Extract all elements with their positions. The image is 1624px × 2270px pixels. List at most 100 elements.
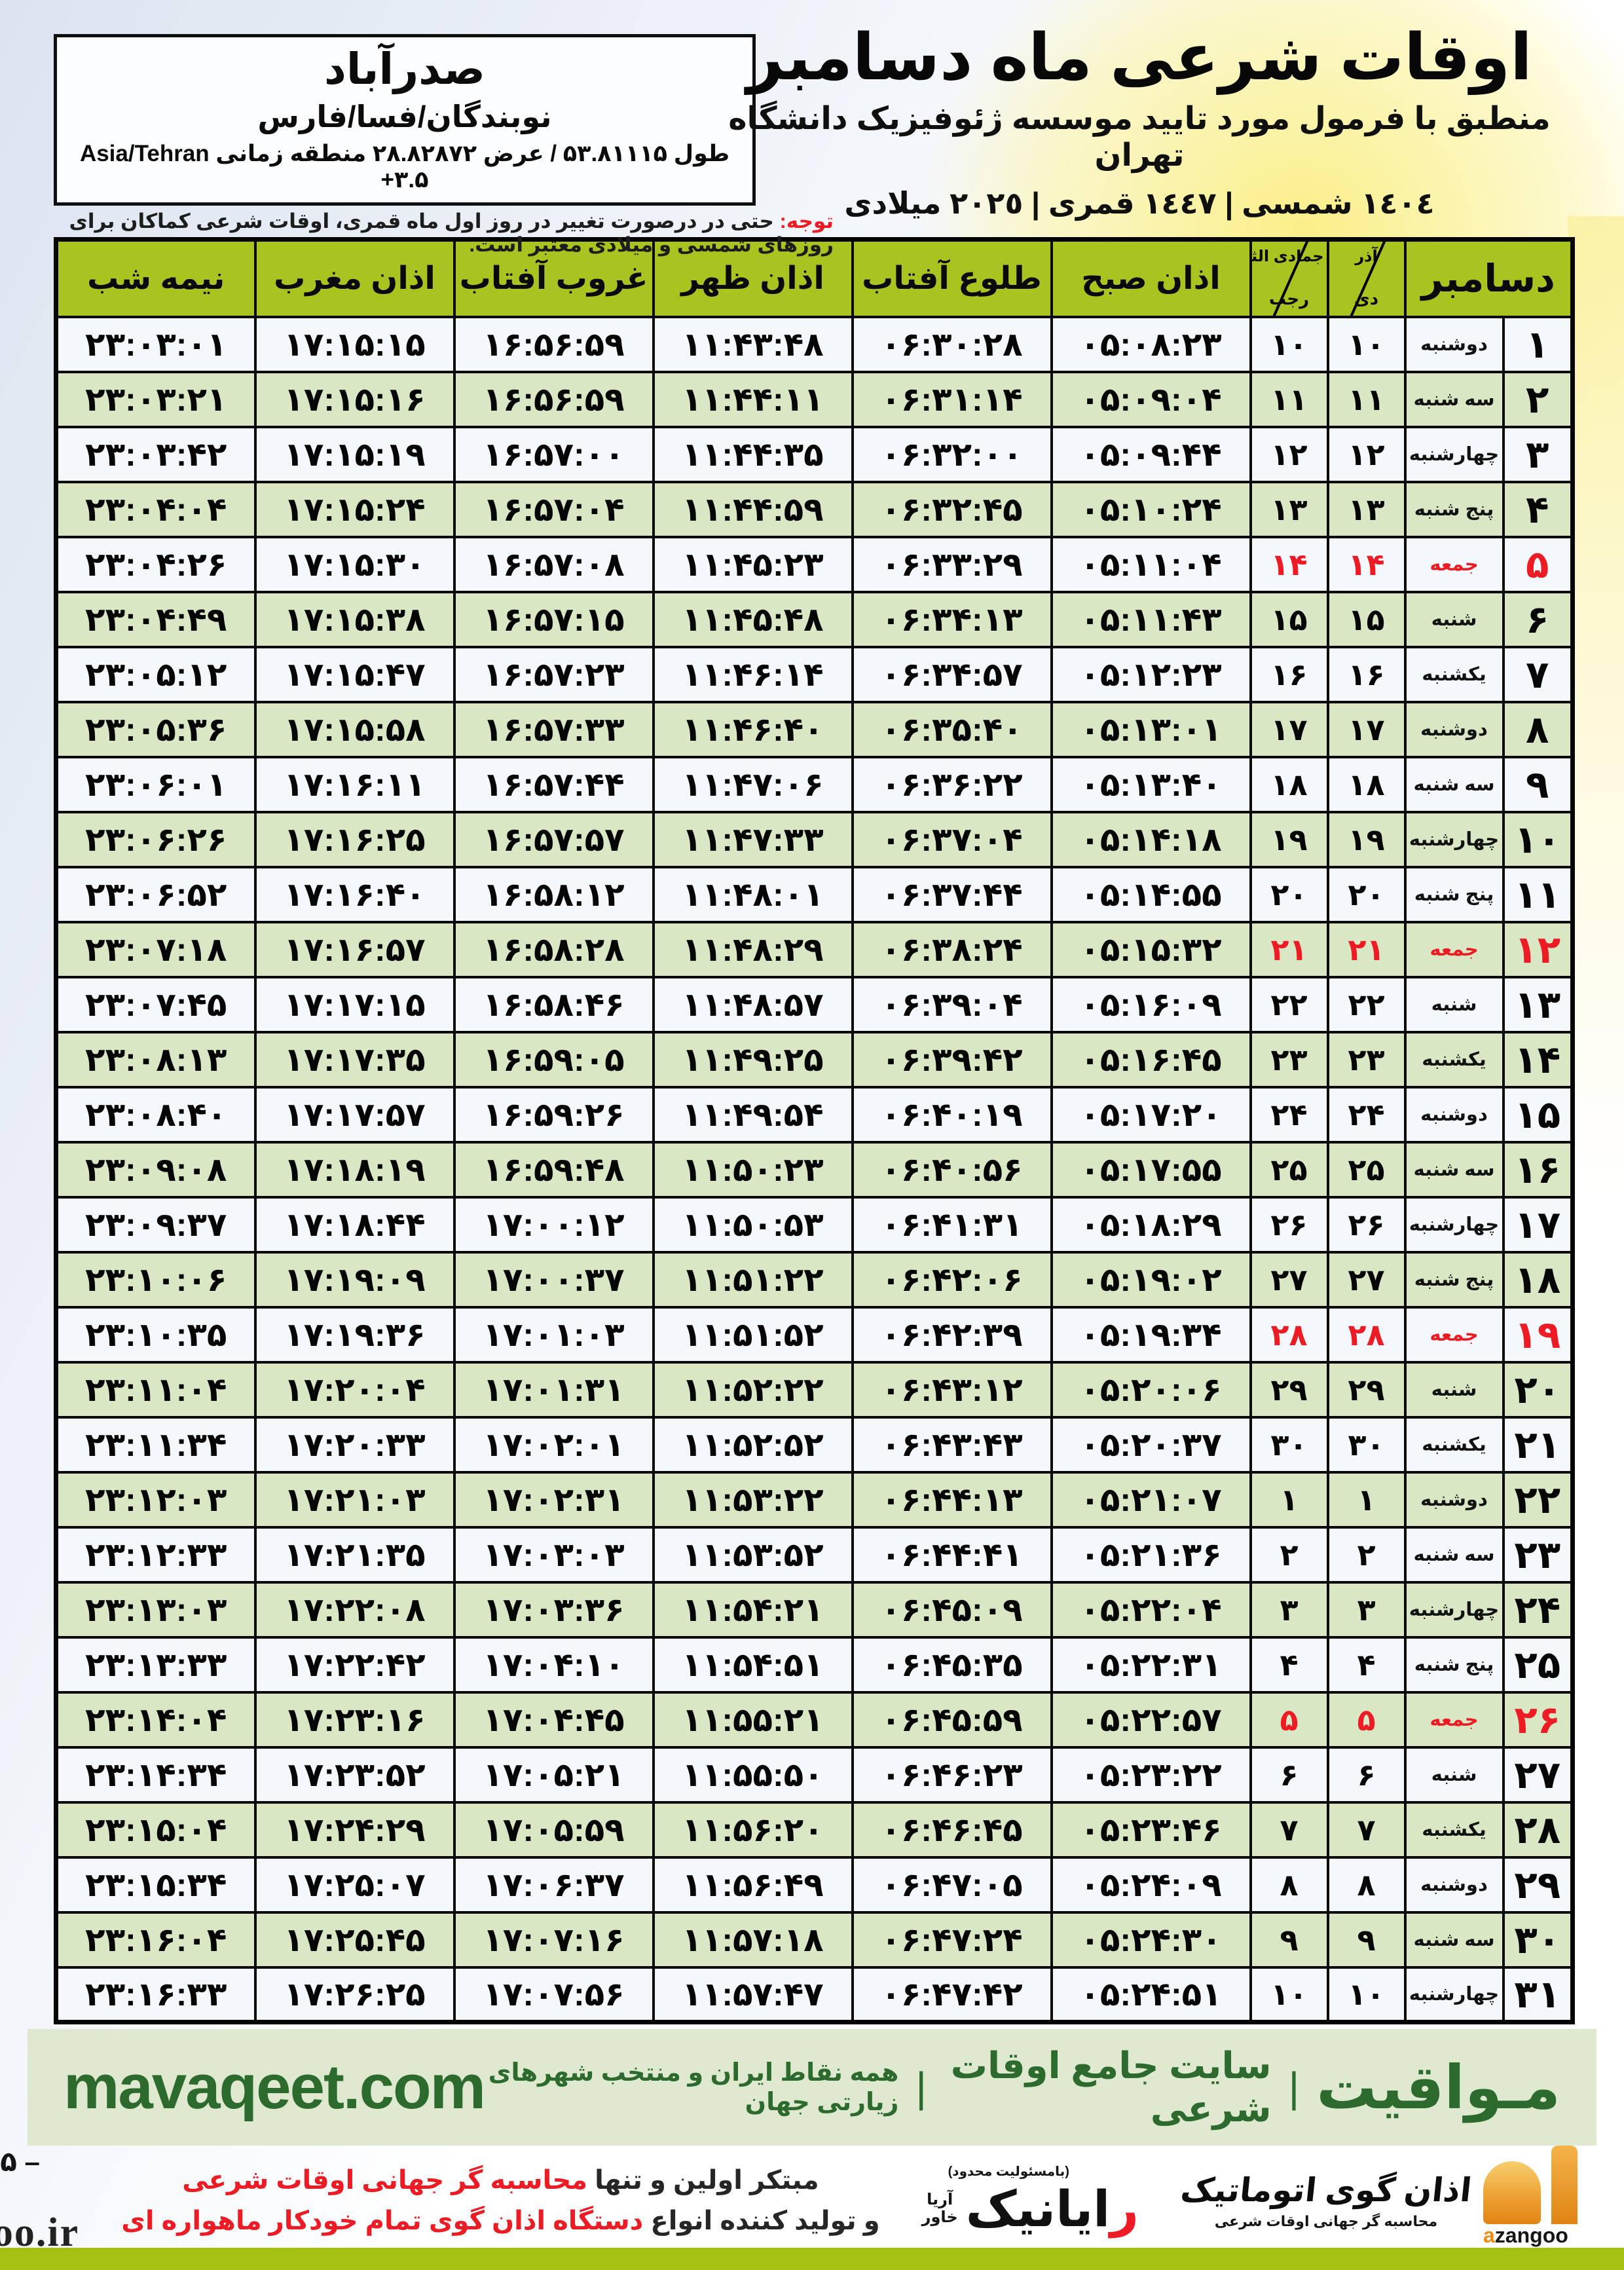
- table-row: ۲۰ شنبه ۲۹ ۲۹ ۰۵:۲۰:۰۶ ۰۶:۴۳:۱۲ ۱۱:۵۲:۲۲…: [54, 1360, 1574, 1419]
- cell-azan-sobh: ۰۵:۱۷:۲۰: [1050, 1085, 1252, 1144]
- cell-weekday: دوشنبه: [1403, 1855, 1505, 1914]
- cell-sunrise: ۰۶:۴۶:۴۵: [851, 1800, 1053, 1859]
- pipe-separator: |: [915, 2064, 927, 2111]
- cell-december-day: ۱۸: [1502, 1250, 1574, 1309]
- table-row: ۵ جمعه ۱۴ ۱۴ ۰۵:۱۱:۰۴ ۰۶:۳۳:۲۹ ۱۱:۴۵:۲۳ …: [54, 535, 1574, 593]
- cell-sunset: ۱۶:۵۸:۱۲: [452, 865, 655, 923]
- cell-december-day: ۴: [1502, 480, 1574, 538]
- cell-midnight: ۲۳:۱۰:۰۶: [54, 1250, 257, 1309]
- cell-solar-day: ۱۰: [1326, 315, 1407, 373]
- cell-weekday: دوشنبه: [1403, 1470, 1505, 1529]
- mavaqeet-domain-link[interactable]: mavaqeet.com: [64, 2052, 486, 2122]
- rayanik-side-top: آریا: [927, 2191, 953, 2209]
- lunar-month-top-label: جمادی الثانی: [1251, 248, 1324, 265]
- azangoo-rest-letters: zangoo: [1494, 2223, 1568, 2247]
- cell-solar-day: ۱۱: [1326, 370, 1407, 428]
- column-header-sunset: غروب آفتاب: [452, 238, 655, 318]
- cell-lunar-day: ۱: [1249, 1470, 1329, 1529]
- cell-solar-day: ۲۱: [1326, 920, 1407, 978]
- column-header-lunar-month: جمادی الثانی رجب: [1249, 238, 1329, 318]
- cell-midnight: ۲۳:۰۷:۴۵: [54, 975, 257, 1033]
- promo-text: مبتکر اولین و تنها محاسبه گر جهانی اوقات…: [121, 2160, 879, 2241]
- page-subtitle: منطبق با فرمول مورد تایید موسسه ژئوفیزیک…: [728, 101, 1551, 173]
- table-row: ۲۲ دوشنبه ۱ ۱ ۰۵:۲۱:۰۷ ۰۶:۴۴:۱۳ ۱۱:۵۳:۲۲…: [54, 1470, 1574, 1529]
- cell-azan-maghreb: ۱۷:۱۵:۱۵: [253, 315, 456, 373]
- cell-azan-maghreb: ۱۷:۲۰:۳۳: [253, 1415, 456, 1474]
- table-row: ۲۸ یکشنبه ۷ ۷ ۰۵:۲۳:۴۶ ۰۶:۴۶:۴۵ ۱۱:۵۶:۲۰…: [54, 1800, 1574, 1859]
- table-row: ۴ پنج شنبه ۱۳ ۱۳ ۰۵:۱۰:۲۴ ۰۶:۳۲:۴۵ ۱۱:۴۴…: [54, 480, 1574, 538]
- cell-azan-sobh: ۰۵:۲۰:۳۷: [1050, 1415, 1252, 1474]
- cell-azan-sobh: ۰۵:۱۱:۴۳: [1050, 590, 1252, 648]
- cell-december-day: ۲: [1502, 370, 1574, 428]
- lunar-month-bottom-label: رجب: [1268, 288, 1310, 308]
- cell-solar-day: ۱۴: [1326, 535, 1407, 593]
- table-row: ۳ چهارشنبه ۱۲ ۱۲ ۰۵:۰۹:۴۴ ۰۶:۳۲:۰۰ ۱۱:۴۴…: [54, 425, 1574, 483]
- azangoo-website-link[interactable]: www.azangoo.ir: [0, 2210, 80, 2255]
- cell-december-day: ۲۹: [1502, 1855, 1574, 1914]
- cell-sunrise: ۰۶:۴۶:۲۳: [851, 1745, 1053, 1804]
- cell-azan-zohr: ۱۱:۴۵:۲۳: [652, 535, 854, 593]
- cell-azan-sobh: ۰۵:۱۱:۰۴: [1050, 535, 1252, 593]
- rayanik-side-labels: آریا خاور: [922, 2191, 958, 2226]
- cell-azan-sobh: ۰۵:۰۸:۲۳: [1050, 315, 1252, 373]
- cell-weekday: یکشنبه: [1403, 1415, 1505, 1474]
- cell-azan-sobh: ۰۵:۲۲:۳۱: [1050, 1635, 1252, 1694]
- cell-sunrise: ۰۶:۳۳:۲۹: [851, 535, 1053, 593]
- location-info-box: صدرآباد نوبندگان/فسا/فارس طول ۵۳.۸۱۱۱۵ /…: [54, 34, 756, 206]
- cell-december-day: ۳۰: [1502, 1910, 1574, 1969]
- attention-note: توجه: حتی در درصورت تغییر در روز اول ماه…: [38, 210, 834, 257]
- coordinates-line: طول ۵۳.۸۱۱۱۵ / عرض ۲۸.۸۲۸۷۲ منطقه زمانی …: [79, 140, 730, 193]
- cell-azan-zohr: ۱۱:۴۶:۴۰: [652, 700, 854, 758]
- cell-lunar-day: ۲۹: [1249, 1360, 1329, 1419]
- table-row: ۱۱ پنج شنبه ۲۰ ۲۰ ۰۵:۱۴:۵۵ ۰۶:۳۷:۴۴ ۱۱:۴…: [54, 865, 1574, 923]
- cell-lunar-day: ۲۵: [1249, 1140, 1329, 1199]
- mosque-dome-minaret-icon: azangoo: [1483, 2146, 1588, 2247]
- cell-solar-day: ۴: [1326, 1635, 1407, 1694]
- attention-label: توجه:: [779, 210, 834, 233]
- cell-lunar-day: ۱۳: [1249, 480, 1329, 538]
- cell-weekday: دوشنبه: [1403, 700, 1505, 758]
- cell-lunar-day: ۱۶: [1249, 645, 1329, 703]
- cell-december-day: ۸: [1502, 700, 1574, 758]
- cell-weekday: جمعه: [1403, 1305, 1505, 1364]
- cell-sunrise: ۰۶:۳۵:۴۰: [851, 700, 1053, 758]
- cell-lunar-day: ۲۲: [1249, 975, 1329, 1033]
- cell-azan-zohr: ۱۱:۵۴:۲۱: [652, 1580, 854, 1639]
- cell-midnight: ۲۳:۱۶:۳۳: [54, 1965, 257, 2024]
- cell-weekday: شنبه: [1403, 590, 1505, 648]
- cell-midnight: ۲۳:۱۰:۳۵: [54, 1305, 257, 1364]
- cell-weekday: چهارشنبه: [1403, 1580, 1505, 1639]
- cell-december-day: ۳: [1502, 425, 1574, 483]
- cell-december-day: ۲۶: [1502, 1690, 1574, 1749]
- cell-azan-zohr: ۱۱:۴۹:۲۵: [652, 1030, 854, 1088]
- cell-december-day: ۱۰: [1502, 810, 1574, 868]
- azangoo-logo: azangoo اذان گوی اتوماتیک محاسبه گر جهان…: [1179, 2146, 1588, 2247]
- era-line: ١٤٠٤ شمسی | ١٤٤٧ قمری | ٢٠٢٥ میلادی: [844, 185, 1435, 220]
- cell-azan-sobh: ۰۵:۲۱:۳۶: [1050, 1525, 1252, 1584]
- cell-azan-maghreb: ۱۷:۱۸:۱۹: [253, 1140, 456, 1199]
- cell-sunset: ۱۶:۵۸:۲۸: [452, 920, 655, 978]
- azangoo-a-letter: a: [1483, 2223, 1495, 2247]
- cell-sunrise: ۰۶:۴۷:۲۴: [851, 1910, 1053, 1969]
- cell-lunar-day: ۴: [1249, 1635, 1329, 1694]
- cell-lunar-day: ۲۸: [1249, 1305, 1329, 1364]
- cell-azan-maghreb: ۱۷:۱۶:۲۵: [253, 810, 456, 868]
- mavaqeet-footer-bar: mavaqeet.com مـواقیت | سایت جامع اوقات ش…: [28, 2029, 1596, 2146]
- cell-azan-sobh: ۰۵:۲۲:۰۴: [1050, 1580, 1252, 1639]
- cell-solar-day: ۲: [1326, 1525, 1407, 1584]
- cell-azan-maghreb: ۱۷:۲۶:۲۵: [253, 1965, 456, 2024]
- cell-solar-day: ۱۰: [1326, 1965, 1407, 2024]
- cell-azan-zohr: ۱۱:۵۰:۲۳: [652, 1140, 854, 1199]
- table-row: ۳۰ سه شنبه ۹ ۹ ۰۵:۲۴:۳۰ ۰۶:۴۷:۲۴ ۱۱:۵۷:۱…: [54, 1910, 1574, 1969]
- cell-sunset: ۱۷:۰۴:۴۵: [452, 1690, 655, 1749]
- cell-azan-sobh: ۰۵:۱۸:۲۹: [1050, 1195, 1252, 1254]
- table-row: ۲۶ جمعه ۵ ۵ ۰۵:۲۲:۵۷ ۰۶:۴۵:۵۹ ۱۱:۵۵:۲۱ ۱…: [54, 1690, 1574, 1749]
- table-row: ۷ یکشنبه ۱۶ ۱۶ ۰۵:۱۲:۲۳ ۰۶:۳۴:۵۷ ۱۱:۴۶:۱…: [54, 645, 1574, 703]
- cell-weekday: چهارشنبه: [1403, 810, 1505, 868]
- promo-line2-red: دستگاه اذان گوی تمام خودکار ماهواره ای: [121, 2206, 644, 2235]
- cell-azan-zohr: ۱۱:۴۴:۱۱: [652, 370, 854, 428]
- cell-sunrise: ۰۶:۴۷:۰۵: [851, 1855, 1053, 1914]
- cell-azan-zohr: ۱۱:۴۴:۳۵: [652, 425, 854, 483]
- cell-azan-sobh: ۰۵:۱۶:۰۹: [1050, 975, 1252, 1033]
- cell-midnight: ۲۳:۱۵:۳۴: [54, 1855, 257, 1914]
